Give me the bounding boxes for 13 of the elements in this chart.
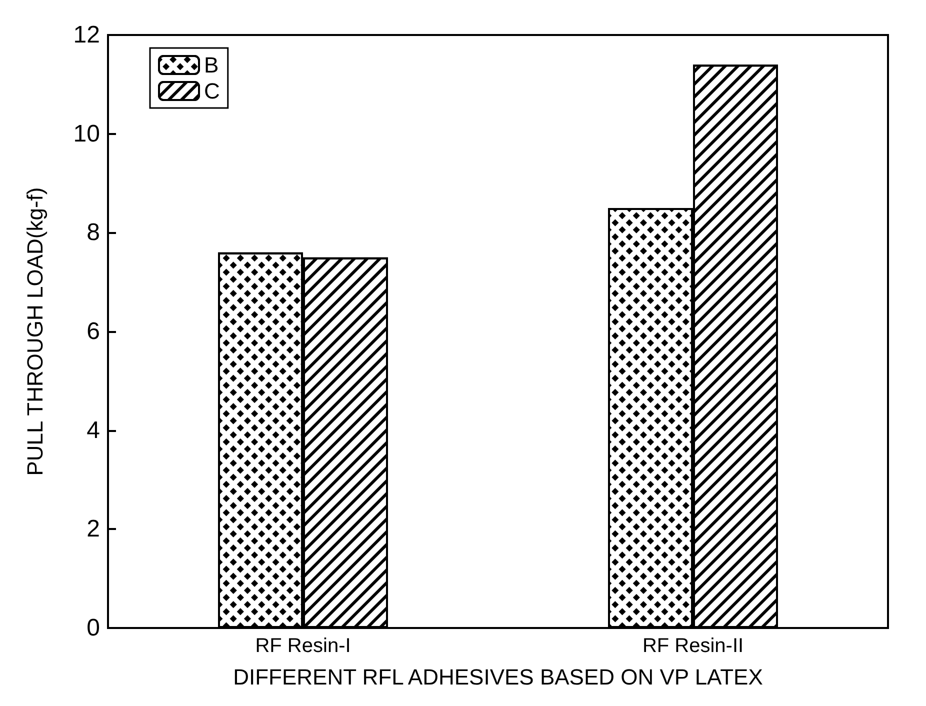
y-tick-label: 12 [73,22,100,48]
y-tick-label: 10 [73,120,100,148]
y-tick-label: 2 [86,516,100,543]
y-axis-title: PULL THROUGH LOAD(kg-f) [22,187,48,476]
y-tick-label: 0 [86,614,100,642]
y-tick-label: 6 [86,318,100,345]
legend-label: C [204,78,220,104]
y-tick-label: 4 [86,416,100,444]
x-tick-label: RF Resin-II [642,635,744,657]
y-tick-label: 8 [86,219,100,246]
legend-label: B [204,52,219,78]
x-axis-title: DIFFERENT RFL ADHESIVES BASED ON VP LATEX [233,664,764,690]
x-tick-label: RF Resin-I [255,635,351,657]
